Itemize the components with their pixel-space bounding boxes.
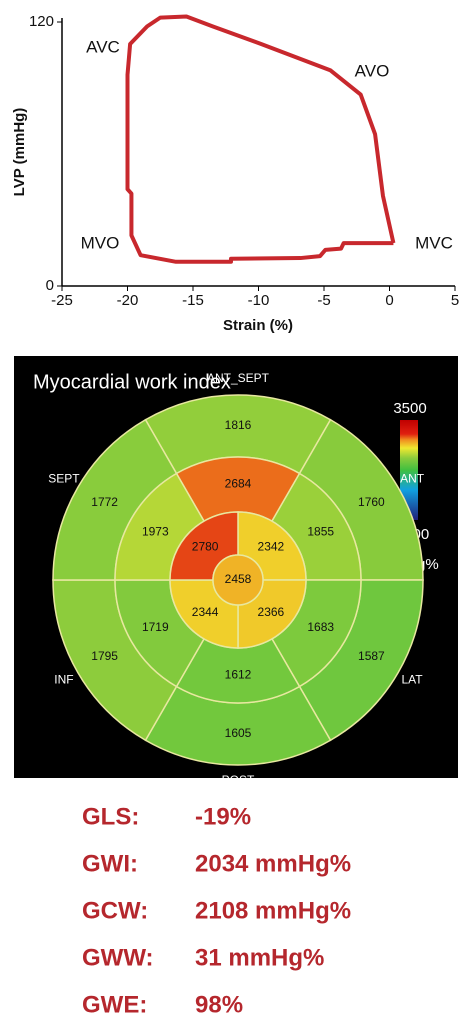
metric-value: -19% [195, 803, 251, 830]
x-tick-label: -5 [317, 292, 330, 309]
annotation: MVC [415, 233, 453, 252]
y-tick-label: 120 [29, 13, 54, 30]
segment-value: 1719 [142, 620, 169, 634]
segment-value: 1605 [225, 726, 252, 740]
x-tick-label: 5 [451, 292, 459, 309]
segment-value: 2344 [192, 605, 219, 619]
wall-label: SEPT [48, 472, 80, 486]
y-axis-label: LVP (mmHg) [11, 108, 28, 197]
x-tick-label: -15 [182, 292, 204, 309]
pressure-strain-loop [125, 14, 396, 264]
metric-label: GCW: [82, 897, 148, 924]
segment-value: 1795 [91, 649, 118, 663]
annotation: MVO [81, 233, 120, 252]
segment-value: 1587 [358, 649, 385, 663]
metric-label: GWW: [82, 944, 154, 971]
metric-value: 98% [195, 991, 243, 1018]
segment-value: 1855 [307, 524, 334, 538]
segment-value: 2458 [225, 572, 252, 586]
segment-value: 1683 [307, 620, 334, 634]
metric-label: GWI: [82, 850, 138, 877]
segment-value: 1760 [358, 495, 385, 509]
x-tick-label: -10 [248, 292, 270, 309]
wall-label: INF [54, 673, 73, 687]
annotation: AVC [86, 37, 120, 56]
wall-label: LAT [402, 673, 424, 687]
metric-value: 2034 mmHg% [195, 850, 351, 877]
metric-label: GLS: [82, 803, 139, 830]
segment-value: 1816 [225, 418, 252, 432]
segment-value: 1772 [91, 495, 118, 509]
metric-value: 31 mmHg% [195, 944, 324, 971]
annotation: AVO [355, 61, 390, 80]
map-title: Myocardial work index [33, 371, 231, 393]
metric-value: 2108 mmHg% [195, 897, 351, 924]
wall-label: ANT [400, 472, 425, 486]
wall-label: POST [222, 773, 255, 787]
segment-value: 2342 [258, 539, 285, 553]
x-axis-label: Strain (%) [223, 317, 293, 334]
colorbar-max: 3500 [393, 400, 426, 417]
segment-value: 2684 [225, 477, 252, 491]
x-tick-label: 0 [385, 292, 393, 309]
segment [212, 554, 264, 606]
segment-value: 2780 [192, 539, 219, 553]
y-tick-label: 0 [46, 277, 54, 294]
wall-label: ANT_SEPT [207, 371, 270, 385]
segment-value: 1973 [142, 524, 169, 538]
colorbar [400, 420, 418, 520]
segment-value: 2366 [258, 605, 285, 619]
segment-value: 1612 [225, 668, 252, 682]
metric-label: GWE: [82, 991, 147, 1018]
x-tick-label: -25 [51, 292, 73, 309]
x-tick-label: -20 [117, 292, 139, 309]
